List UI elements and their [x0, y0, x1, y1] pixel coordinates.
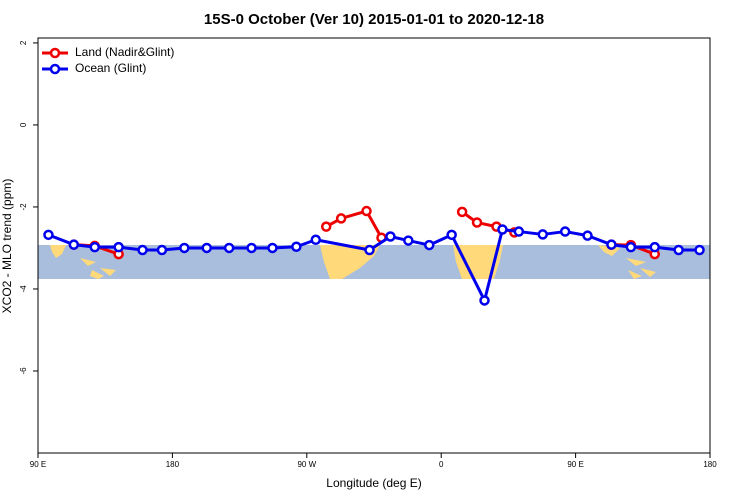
point — [424, 239, 435, 251]
point — [156, 244, 168, 256]
point — [673, 244, 684, 256]
x-tick-label: 90 W — [297, 460, 316, 469]
point — [201, 242, 212, 254]
x-tick-label: 180 — [703, 460, 717, 469]
point — [403, 235, 414, 246]
point — [649, 241, 660, 253]
point — [582, 230, 593, 241]
y-tick-label: 2 — [19, 40, 28, 45]
legend-marker — [49, 63, 61, 75]
legend-label: Ocean (Glint) — [75, 61, 146, 75]
point — [446, 229, 457, 241]
x-axis-label: Longitude (deg E) — [326, 476, 421, 490]
plot-frame — [37, 37, 711, 454]
legend-marker — [49, 47, 61, 59]
point — [335, 213, 347, 224]
point — [246, 242, 257, 254]
point — [479, 295, 490, 306]
chart-title: 15S-0 October (Ver 10) 2015-01-01 to 202… — [204, 11, 544, 28]
point — [113, 241, 124, 253]
x-tick-label: 180 — [166, 460, 180, 469]
point — [385, 231, 396, 242]
y-tick-label: -6 — [19, 367, 28, 375]
point — [291, 241, 302, 252]
point — [68, 239, 80, 250]
point — [606, 239, 617, 250]
y-tick-label: -2 — [19, 203, 28, 211]
point — [310, 234, 322, 246]
y-tick-label: 0 — [19, 122, 28, 127]
point — [513, 226, 525, 237]
point — [267, 242, 278, 254]
point — [361, 205, 372, 217]
point — [89, 241, 100, 253]
point — [625, 241, 637, 253]
point — [559, 226, 571, 237]
point — [179, 242, 190, 254]
point — [43, 229, 54, 241]
point — [223, 242, 235, 254]
point — [497, 224, 508, 235]
point — [364, 244, 375, 256]
legend-label: Land (Nadir&Glint) — [75, 45, 174, 59]
point — [694, 244, 705, 256]
x-tick-label: 90 E — [567, 460, 583, 469]
point — [137, 244, 148, 256]
x-tick-label: 0 — [439, 460, 444, 469]
point — [471, 217, 483, 228]
point — [456, 206, 468, 218]
point — [320, 221, 332, 232]
x-tick-label: 90 E — [30, 460, 46, 469]
y-axis-label: XCO2 - MLO trend (ppm) — [0, 179, 14, 314]
y-tick-label: -4 — [19, 285, 28, 293]
point — [537, 229, 548, 240]
